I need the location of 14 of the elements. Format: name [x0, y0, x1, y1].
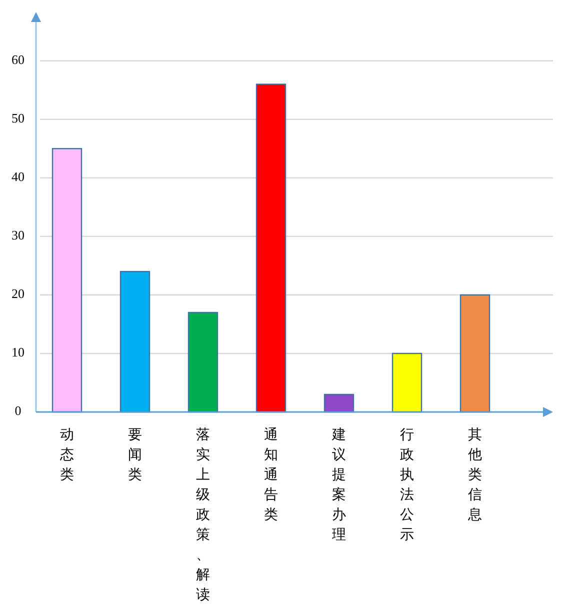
- ytick-label: 50: [12, 110, 24, 126]
- ytick-label: 20: [12, 286, 24, 301]
- category-label: 建议提案办理: [332, 426, 346, 542]
- category-label: 动态类: [60, 426, 74, 482]
- category-label: 要闻类: [128, 426, 142, 482]
- ytick-label: 0: [14, 402, 22, 418]
- ytick-label: 10: [12, 344, 24, 360]
- ytick-label: 30: [12, 227, 24, 242]
- category-label: 落实上级政策、解读: [196, 426, 210, 602]
- category-label: 其他类信息: [468, 426, 482, 522]
- ytick-label: 40: [12, 168, 24, 184]
- category-label: 通知通告类: [264, 426, 278, 522]
- ytick-label: 60: [12, 52, 24, 67]
- category-label: 行政执法公示: [400, 426, 414, 542]
